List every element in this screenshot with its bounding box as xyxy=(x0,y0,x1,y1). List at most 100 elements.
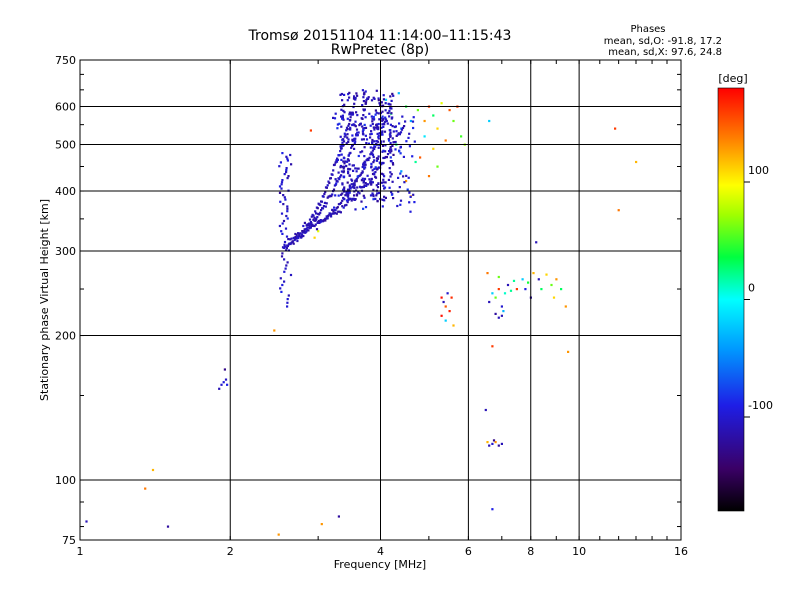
data-point xyxy=(341,141,344,144)
data-point xyxy=(384,120,387,123)
data-point xyxy=(325,215,328,218)
data-point xyxy=(364,163,367,166)
data-point xyxy=(400,128,404,131)
data-point xyxy=(85,520,88,523)
data-point xyxy=(413,140,416,143)
data-point xyxy=(337,515,340,518)
data-point xyxy=(332,188,336,191)
data-point xyxy=(388,109,391,112)
data-point xyxy=(373,97,376,100)
data-point xyxy=(313,236,316,239)
data-point xyxy=(340,174,343,177)
data-point xyxy=(377,99,380,102)
data-point xyxy=(381,131,384,134)
data-point xyxy=(355,178,358,181)
data-point xyxy=(377,166,380,169)
data-point xyxy=(369,194,373,197)
data-point xyxy=(369,124,372,127)
data-point xyxy=(355,170,358,173)
data-point xyxy=(356,114,359,117)
data-point xyxy=(283,173,286,176)
data-point xyxy=(319,219,322,222)
data-point xyxy=(351,138,354,141)
data-point xyxy=(223,368,226,371)
data-point xyxy=(349,168,352,171)
data-point xyxy=(352,186,355,189)
data-point xyxy=(362,163,365,166)
data-point xyxy=(369,133,372,136)
data-point xyxy=(341,117,344,120)
data-point xyxy=(372,198,375,201)
y-axis-label: Stationary phase Virtual Height [km] xyxy=(38,199,51,401)
data-point xyxy=(491,292,494,295)
data-point xyxy=(419,156,422,159)
data-point xyxy=(371,169,374,172)
data-point xyxy=(342,206,345,209)
data-point xyxy=(286,177,289,180)
data-point xyxy=(370,180,373,183)
data-point xyxy=(409,210,412,213)
data-point xyxy=(310,215,313,218)
data-point xyxy=(377,146,380,149)
data-point xyxy=(354,98,357,101)
data-point xyxy=(399,145,402,148)
data-point xyxy=(334,209,337,212)
data-point xyxy=(373,128,376,131)
data-point xyxy=(345,164,348,168)
data-point xyxy=(338,178,341,181)
data-point xyxy=(336,123,339,126)
data-point xyxy=(326,196,329,199)
data-point xyxy=(380,172,383,175)
data-point xyxy=(377,137,380,140)
data-point xyxy=(423,119,426,123)
data-point xyxy=(338,210,341,213)
data-point xyxy=(373,172,376,175)
data-point xyxy=(359,122,362,125)
data-point xyxy=(500,442,503,445)
data-point xyxy=(376,168,379,171)
data-point xyxy=(289,238,292,241)
data-point xyxy=(389,95,392,98)
data-point xyxy=(347,124,350,127)
data-point xyxy=(381,115,384,118)
data-point xyxy=(348,96,351,99)
data-point xyxy=(512,279,516,282)
data-point xyxy=(340,170,343,173)
data-point xyxy=(282,246,286,249)
data-point xyxy=(363,166,366,169)
data-point xyxy=(282,194,285,197)
data-point xyxy=(351,134,354,137)
data-point xyxy=(299,232,302,235)
data-point xyxy=(283,280,286,283)
data-point xyxy=(298,234,301,237)
data-point xyxy=(289,273,293,277)
data-point xyxy=(500,314,503,317)
data-point xyxy=(370,177,373,180)
data-point xyxy=(390,112,393,115)
data-point xyxy=(491,508,494,511)
data-point xyxy=(390,99,393,102)
data-point xyxy=(330,195,333,198)
data-point xyxy=(381,162,384,165)
data-point xyxy=(367,142,370,145)
data-point xyxy=(356,134,359,137)
data-point xyxy=(369,136,372,139)
data-point xyxy=(354,179,357,182)
data-point xyxy=(347,140,350,144)
data-point xyxy=(364,102,367,105)
data-point xyxy=(370,132,373,135)
data-point xyxy=(399,152,402,155)
data-point xyxy=(387,102,390,105)
data-point xyxy=(502,310,505,313)
data-point xyxy=(353,95,356,98)
data-point xyxy=(349,119,352,122)
data-point xyxy=(406,188,409,191)
data-point xyxy=(320,209,323,212)
data-point xyxy=(332,116,335,119)
data-point xyxy=(329,213,333,216)
y-tick-label: 400 xyxy=(55,185,76,198)
data-point xyxy=(390,193,394,196)
data-point xyxy=(307,223,310,226)
data-point xyxy=(353,198,356,201)
data-point xyxy=(298,235,301,238)
